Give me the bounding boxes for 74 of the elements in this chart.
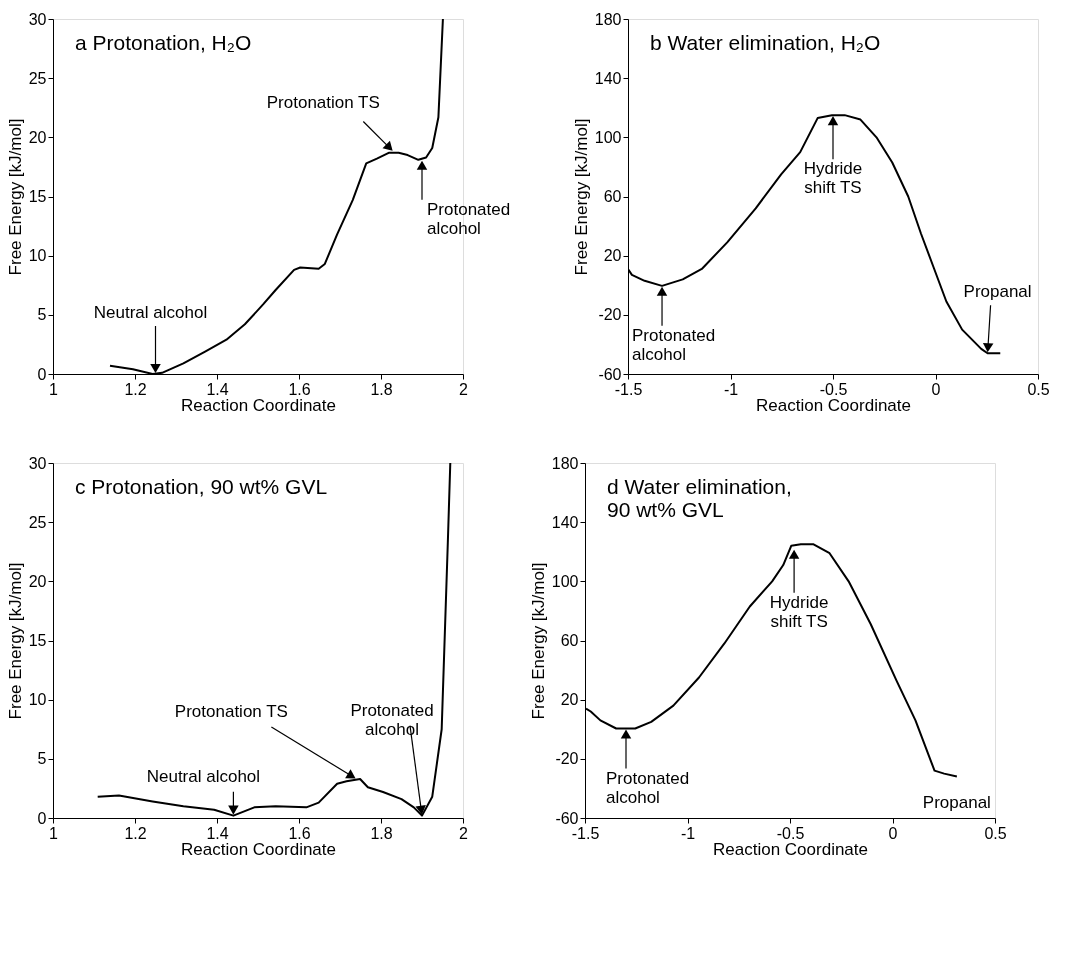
x-tick-label: 1.2 <box>124 380 147 398</box>
y-tick-label: 10 <box>28 247 47 265</box>
y-axis-title: Free Energy [kJ/mol] <box>5 118 25 276</box>
x-tick-label: 1.6 <box>288 824 311 842</box>
x-tick-label: 1.8 <box>370 380 393 398</box>
x-tick-label: 1 <box>49 824 59 842</box>
y-axis-title: Free Energy [kJ/mol] <box>5 562 25 720</box>
x-tick-label: 0.5 <box>1027 380 1050 398</box>
x-tick-label: -0.5 <box>819 380 848 398</box>
y-tick-label: 10 <box>28 691 47 709</box>
x-tick-label: -1 <box>680 824 696 842</box>
y-tick-label: 30 <box>28 454 47 472</box>
x-tick-label: 1.4 <box>206 824 229 842</box>
x-tick-label: 0.5 <box>984 824 1007 842</box>
text: b Water elimination, H₂O <box>650 31 881 54</box>
x-tick-label: 2 <box>459 824 469 842</box>
y-tick-label: 5 <box>37 306 47 324</box>
x-tick-label: 1.8 <box>370 824 393 842</box>
y-tick-label: 15 <box>28 188 47 205</box>
x-tick-label: 0 <box>931 380 941 398</box>
annotation: Protonated alcohol <box>350 700 434 739</box>
y-tick-label: -60 <box>598 365 622 383</box>
annotation: Hydride shift TS <box>803 159 863 198</box>
text: d Water elimination, 90 wt% GVL <box>607 475 792 521</box>
x-axis-title: Reaction Coordinate <box>181 839 336 859</box>
x-axis-title: Reaction Coordinate <box>181 395 336 415</box>
x-tick-label: 1.2 <box>124 824 147 842</box>
y-tick-label: 60 <box>560 632 579 649</box>
x-tick-label: -1.5 <box>614 380 643 398</box>
annotation: Protonated alcohol <box>606 768 690 807</box>
x-axis-title: Reaction Coordinate <box>713 839 868 859</box>
y-tick-label: -20 <box>598 306 622 324</box>
annotation: Protonated alcohol <box>632 325 716 364</box>
annotation: Hydride shift TS <box>769 592 829 631</box>
annotation: Neutral alcohol <box>146 766 261 786</box>
y-axis-title: Free Energy [kJ/mol] <box>528 562 548 720</box>
x-tick-label: 1.6 <box>288 380 311 398</box>
y-tick-label: 20 <box>560 691 579 709</box>
y-tick-label: 15 <box>28 632 47 649</box>
y-tick-label: -60 <box>555 809 579 827</box>
y-tick-label: 140 <box>594 69 622 87</box>
annotation: Propanal <box>963 282 1032 302</box>
y-tick-label: 0 <box>37 365 47 383</box>
y-tick-label: 140 <box>551 513 579 531</box>
y-tick-label: 100 <box>594 128 622 146</box>
y-axis-title: Free Energy [kJ/mol] <box>571 118 591 276</box>
x-tick-label: 1 <box>49 380 59 398</box>
y-tick-label: 20 <box>28 572 47 590</box>
x-tick-label: 0 <box>888 824 898 842</box>
y-tick-label: 5 <box>37 750 47 768</box>
y-tick-label: -20 <box>555 750 579 768</box>
y-tick-label: 25 <box>28 513 47 531</box>
y-tick-label: 100 <box>551 572 579 590</box>
x-axis-title: Reaction Coordinate <box>756 395 911 415</box>
annotation: Protonation TS <box>266 92 380 112</box>
x-tick-label: -1.5 <box>571 824 600 842</box>
x-tick-label: 2 <box>459 380 469 398</box>
x-tick-label: -1 <box>723 380 739 398</box>
x-tick-label: 1.4 <box>206 380 229 398</box>
text: a Protonation, H₂O <box>75 31 252 54</box>
annotation: Protonated alcohol <box>427 199 511 238</box>
y-tick-label: 0 <box>37 809 47 827</box>
annotation: Neutral alcohol <box>93 303 208 322</box>
text: c Protonation, 90 wt% GVL <box>75 475 328 498</box>
y-tick-label: 60 <box>603 188 622 205</box>
annotation: Propanal <box>922 792 991 812</box>
y-tick-label: 25 <box>28 69 47 87</box>
y-tick-label: 20 <box>603 247 622 265</box>
y-tick-label: 20 <box>28 128 47 146</box>
x-tick-label: -0.5 <box>776 824 805 842</box>
y-tick-label: 30 <box>28 10 47 28</box>
y-tick-label: 180 <box>594 10 622 28</box>
y-tick-label: 180 <box>551 454 579 472</box>
annotation: Protonation TS <box>174 701 288 721</box>
